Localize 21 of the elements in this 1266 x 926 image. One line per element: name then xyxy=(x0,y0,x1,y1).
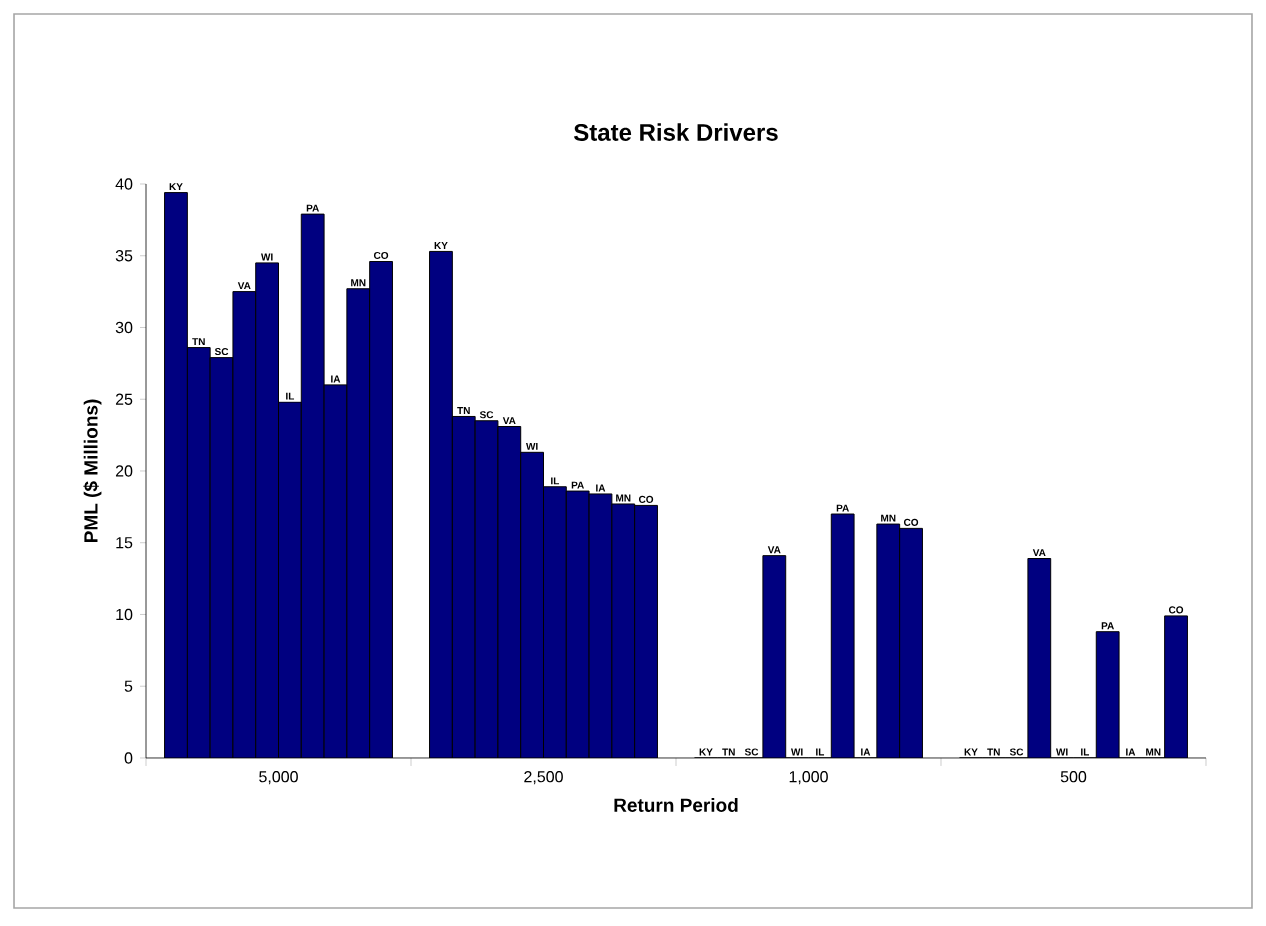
chart-title: State Risk Drivers xyxy=(573,123,778,141)
y-tick-label: 25 xyxy=(115,393,133,405)
x-tick-label: 2,500 xyxy=(524,771,563,785)
x-axis-title: Return Period xyxy=(614,797,738,812)
y-tick-label: 20 xyxy=(115,465,133,477)
y-tick-label: 5 xyxy=(124,680,133,692)
y-tick-label: 15 xyxy=(116,537,133,549)
y-tick-label: 30 xyxy=(115,321,133,334)
x-tick-label: 1,000 xyxy=(789,771,828,785)
y-tick-label: 0 xyxy=(124,752,133,764)
bar xyxy=(762,555,786,758)
y-tick-label: 40 xyxy=(115,178,133,190)
x-tick-label: 5,000 xyxy=(259,771,298,785)
bar xyxy=(1095,631,1120,758)
y-axis-title: PML ($ Millions) xyxy=(83,399,102,542)
y-tick-label: 35 xyxy=(115,250,133,262)
x-tick-label: 500 xyxy=(1060,771,1087,783)
y-tick-label: 10 xyxy=(116,608,133,621)
bar xyxy=(1164,615,1188,758)
bar xyxy=(1027,558,1052,758)
bar xyxy=(831,514,855,758)
